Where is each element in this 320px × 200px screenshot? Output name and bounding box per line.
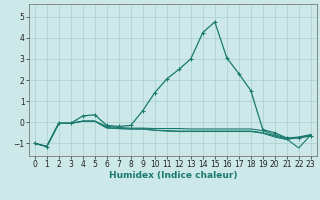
X-axis label: Humidex (Indice chaleur): Humidex (Indice chaleur) (108, 171, 237, 180)
